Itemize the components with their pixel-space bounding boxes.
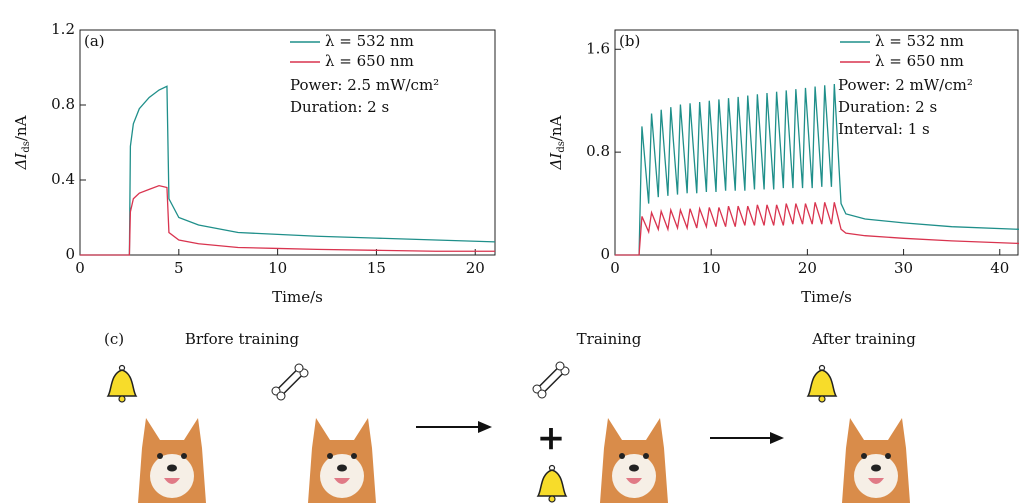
annotation: Duration: 2 s bbox=[290, 98, 389, 116]
data-line bbox=[615, 202, 1019, 256]
legend-label: λ = 650 nm bbox=[875, 52, 964, 70]
y-axis-label-part: ΔI bbox=[547, 152, 565, 171]
x-tick-label: 20 bbox=[466, 259, 485, 277]
y-axis-label-part: ds bbox=[21, 141, 32, 153]
bone-icon bbox=[272, 364, 308, 400]
x-tick-label: 0 bbox=[75, 259, 85, 277]
x-tick-label: 15 bbox=[367, 259, 386, 277]
x-tick-label: 0 bbox=[610, 259, 620, 277]
y-tick-label: 0 bbox=[65, 245, 75, 263]
x-tick-label: 40 bbox=[990, 259, 1009, 277]
panel-c: (c) Brfore training Training After train… bbox=[104, 330, 916, 503]
y-axis-label-part: ΔI bbox=[12, 152, 30, 171]
x-tick-label: 10 bbox=[268, 259, 287, 277]
dog-icon bbox=[600, 418, 668, 503]
caption: After training bbox=[811, 330, 916, 348]
x-tick-label: 20 bbox=[798, 259, 817, 277]
data-line bbox=[615, 83, 1019, 256]
x-tick-label: 10 bbox=[702, 259, 721, 277]
plot-frame bbox=[79, 29, 496, 256]
x-tick-label: 5 bbox=[174, 259, 184, 277]
y-tick-label: 0.4 bbox=[51, 170, 75, 188]
legend-label: λ = 532 nm bbox=[875, 32, 964, 50]
x-axis-label: Time/s bbox=[272, 288, 323, 306]
x-tick-label: 30 bbox=[894, 259, 913, 277]
y-tick-label: 0.8 bbox=[51, 95, 75, 113]
dog-icon bbox=[138, 418, 206, 503]
annotation: Interval: 1 s bbox=[838, 120, 930, 138]
legend-label: λ = 650 nm bbox=[325, 52, 414, 70]
dog-icon bbox=[308, 418, 376, 503]
bell-icon bbox=[107, 364, 137, 403]
annotation: Duration: 2 s bbox=[838, 98, 937, 116]
data-line bbox=[80, 85, 496, 256]
bell-icon bbox=[537, 464, 567, 503]
y-axis-label-part: /nA bbox=[547, 115, 565, 141]
panel-label: (b) bbox=[619, 32, 640, 50]
legend-label: λ = 532 nm bbox=[325, 32, 414, 50]
y-tick-label: 1.6 bbox=[586, 39, 610, 57]
y-axis-label: ΔIds/nA bbox=[547, 115, 567, 170]
caption: Brfore training bbox=[185, 330, 300, 348]
y-tick-label: 0 bbox=[600, 245, 610, 263]
bell-icon bbox=[807, 364, 837, 403]
arrow bbox=[416, 421, 492, 433]
y-axis-label-part: ds bbox=[556, 141, 567, 153]
plus: + bbox=[537, 418, 566, 458]
plot-frame bbox=[614, 29, 1019, 256]
annotation: Power: 2.5 mW/cm² bbox=[290, 76, 439, 94]
y-tick-label: 0.8 bbox=[586, 142, 610, 160]
arrow bbox=[710, 432, 784, 444]
y-axis-label: ΔIds/nA bbox=[12, 115, 32, 170]
panel-label: (a) bbox=[84, 32, 105, 50]
panel-label: (c) bbox=[104, 330, 124, 348]
dog-icon bbox=[842, 418, 910, 503]
caption: Training bbox=[577, 330, 642, 348]
y-axis-label-part: /nA bbox=[12, 115, 30, 141]
x-axis-label: Time/s bbox=[801, 288, 852, 306]
y-tick-label: 1.2 bbox=[51, 20, 75, 38]
annotation: Power: 2 mW/cm² bbox=[838, 76, 973, 94]
data-line bbox=[80, 184, 495, 256]
bone-icon bbox=[533, 362, 569, 398]
